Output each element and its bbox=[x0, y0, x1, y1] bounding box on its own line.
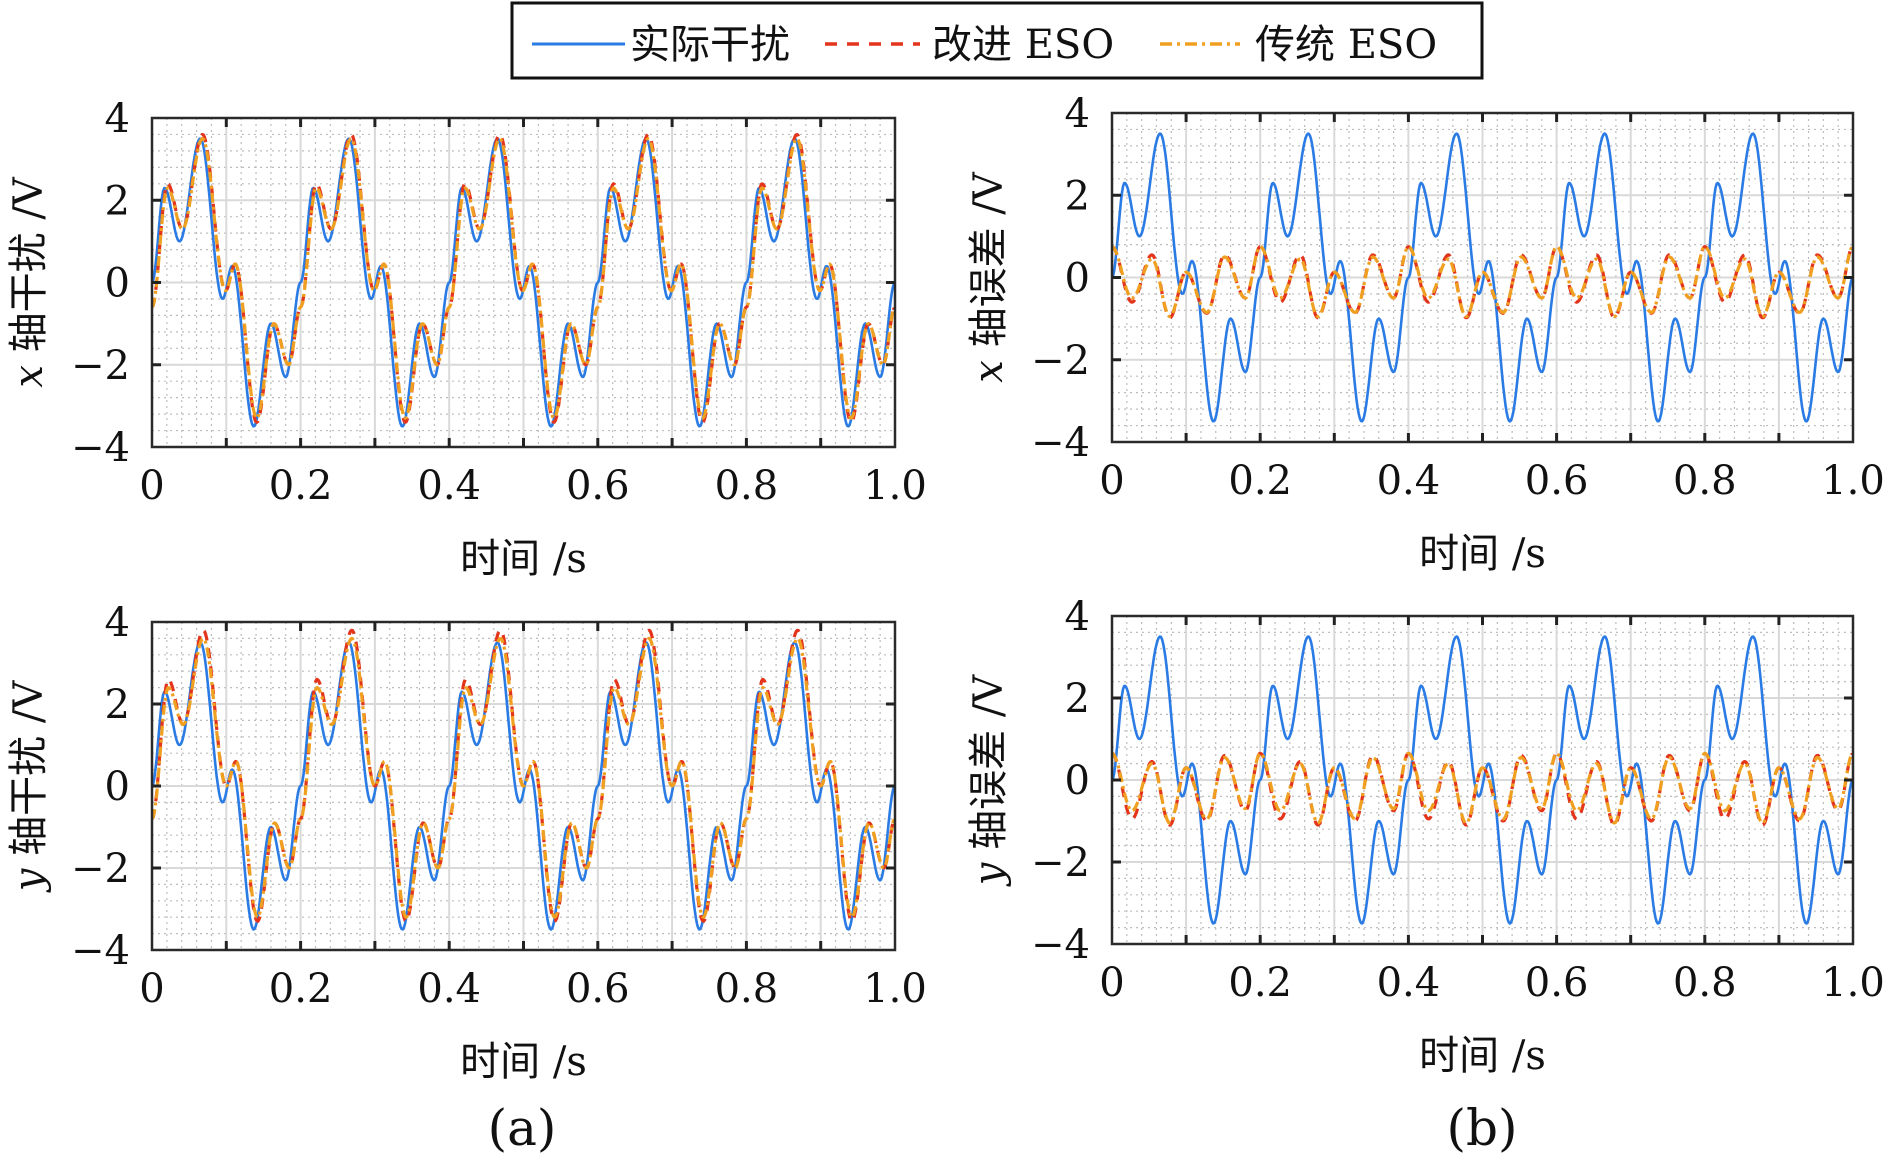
legend-box bbox=[510, 1, 1484, 80]
caption-a: (a) bbox=[488, 1099, 557, 1157]
x-tick-label: 0.4 bbox=[1377, 960, 1441, 1006]
y-axis-text: 轴干扰 /V bbox=[6, 176, 52, 352]
y-tick-label: 4 bbox=[1065, 91, 1090, 137]
y-axis-label: x 轴干扰 /V bbox=[6, 176, 52, 387]
y-tick-label: −2 bbox=[71, 846, 130, 892]
x-tick-label: 0 bbox=[1099, 960, 1124, 1006]
series-line-actual bbox=[1110, 132, 1854, 423]
y-axis-text: 轴干扰 /V bbox=[6, 680, 52, 856]
y-tick-label: 2 bbox=[105, 178, 130, 224]
x-tick-label: 0.6 bbox=[1525, 960, 1589, 1006]
series-line-traditional-eso bbox=[150, 137, 896, 420]
x-axis-label: 时间 /s bbox=[460, 536, 587, 582]
panel-y-error: 0 0.2 0.4 0.6 0.8 1.0 4 2 0 −2 −4 时间 /s y 轴误差 /V bbox=[966, 594, 1885, 1079]
series-line-traditional-eso bbox=[150, 636, 896, 919]
x-tick-label: 1.0 bbox=[863, 966, 927, 1012]
x-tick-label: 0 bbox=[1099, 458, 1124, 504]
y-axis-text: 轴误差 /V bbox=[966, 171, 1012, 347]
series-line-traditional-eso bbox=[1111, 245, 1854, 319]
y-axis-text: 轴误差 /V bbox=[966, 674, 1012, 850]
x-tick-label: 0.8 bbox=[1673, 960, 1737, 1006]
panel-x-disturbance: 0 0.2 0.4 0.6 0.8 1.0 4 2 0 −2 −4 时间 /s x 轴干扰 /V bbox=[6, 96, 927, 582]
y-tick-label: −4 bbox=[1031, 922, 1090, 968]
x-axis-label: 时间 /s bbox=[460, 1039, 587, 1085]
series-line-traditional-eso bbox=[1111, 751, 1854, 825]
y-tick-label: 4 bbox=[1065, 594, 1090, 640]
y-tick-label: 2 bbox=[1065, 173, 1090, 219]
x-tick-label: 0.2 bbox=[1228, 458, 1292, 504]
x-tick-label: 0.8 bbox=[715, 966, 779, 1012]
y-axis-label: y 轴干扰 /V bbox=[6, 680, 52, 894]
x-axis-label: 时间 /s bbox=[1419, 1033, 1546, 1079]
y-axis-label: y 轴误差 /V bbox=[966, 674, 1012, 888]
y-tick-label: 4 bbox=[105, 96, 130, 142]
y-tick-label: 2 bbox=[1065, 676, 1090, 722]
series-line-improved-eso bbox=[1111, 751, 1854, 827]
y-axis-variable: y bbox=[6, 856, 52, 893]
y-tick-label: −2 bbox=[1031, 840, 1090, 886]
y-tick-label: −4 bbox=[1031, 420, 1090, 466]
caption-b: (b) bbox=[1446, 1099, 1517, 1157]
legend-label-actual: 实际干扰 bbox=[630, 22, 790, 68]
x-tick-label: 1.0 bbox=[863, 463, 927, 509]
x-tick-label: 0.8 bbox=[715, 463, 779, 509]
x-tick-label: 0.6 bbox=[566, 463, 630, 509]
series-line-actual bbox=[150, 641, 896, 931]
panel-y-disturbance: 0 0.2 0.4 0.6 0.8 1.0 4 2 0 −2 −4 时间 /s y 轴干扰 /V bbox=[6, 600, 927, 1085]
y-tick-label: 0 bbox=[1065, 758, 1090, 804]
x-tick-label: 1.0 bbox=[1821, 960, 1885, 1006]
legend-label-improved: 改进 ESO bbox=[932, 22, 1114, 68]
y-tick-label: −4 bbox=[71, 928, 130, 974]
y-axis-variable: x bbox=[966, 347, 1012, 382]
legend: 实际干扰 改进 ESO 传统 ESO bbox=[510, 1, 1484, 80]
x-tick-label: 0.2 bbox=[269, 966, 333, 1012]
x-axis-label: 时间 /s bbox=[1419, 531, 1546, 577]
x-tick-label: 0.4 bbox=[417, 463, 481, 509]
series-line-actual bbox=[1110, 635, 1854, 925]
y-tick-label: 0 bbox=[105, 764, 130, 810]
tick-marks bbox=[152, 118, 895, 447]
y-tick-label: −2 bbox=[71, 343, 130, 389]
x-tick-label: 1.0 bbox=[1821, 458, 1885, 504]
x-tick-label: 0 bbox=[139, 463, 164, 509]
y-tick-label: −2 bbox=[1031, 338, 1090, 384]
x-tick-label: 0.2 bbox=[1228, 960, 1292, 1006]
y-tick-label: 4 bbox=[105, 600, 130, 646]
x-tick-label: 0.2 bbox=[269, 463, 333, 509]
x-tick-label: 0.4 bbox=[417, 966, 481, 1012]
tick-marks bbox=[1112, 113, 1853, 442]
panels: 0 0.2 0.4 0.6 0.8 1.0 4 2 0 −2 −4 时间 /s x 轴干扰 /V 0 0.2… bbox=[6, 91, 1885, 1085]
tick-marks bbox=[1112, 616, 1853, 944]
grid bbox=[152, 622, 895, 950]
panel-x-error: 0 0.2 0.4 0.6 0.8 1.0 4 2 0 −2 −4 时间 /s x 轴误差 /V bbox=[966, 91, 1885, 577]
y-tick-label: 2 bbox=[105, 682, 130, 728]
y-tick-label: 0 bbox=[1065, 256, 1090, 302]
x-tick-label: 0.8 bbox=[1673, 458, 1737, 504]
legend-label-traditional: 传统 ESO bbox=[1255, 22, 1437, 68]
y-axis-variable: y bbox=[966, 850, 1012, 887]
x-tick-label: 0.6 bbox=[566, 966, 630, 1012]
y-tick-label: 0 bbox=[105, 261, 130, 307]
y-axis-label: x 轴误差 /V bbox=[966, 171, 1012, 382]
x-tick-label: 0.6 bbox=[1525, 458, 1589, 504]
x-tick-label: 0.4 bbox=[1377, 458, 1441, 504]
x-tick-label: 0 bbox=[139, 966, 164, 1012]
y-axis-variable: x bbox=[6, 352, 52, 387]
y-tick-label: −4 bbox=[71, 425, 130, 471]
tick-marks bbox=[152, 622, 895, 950]
